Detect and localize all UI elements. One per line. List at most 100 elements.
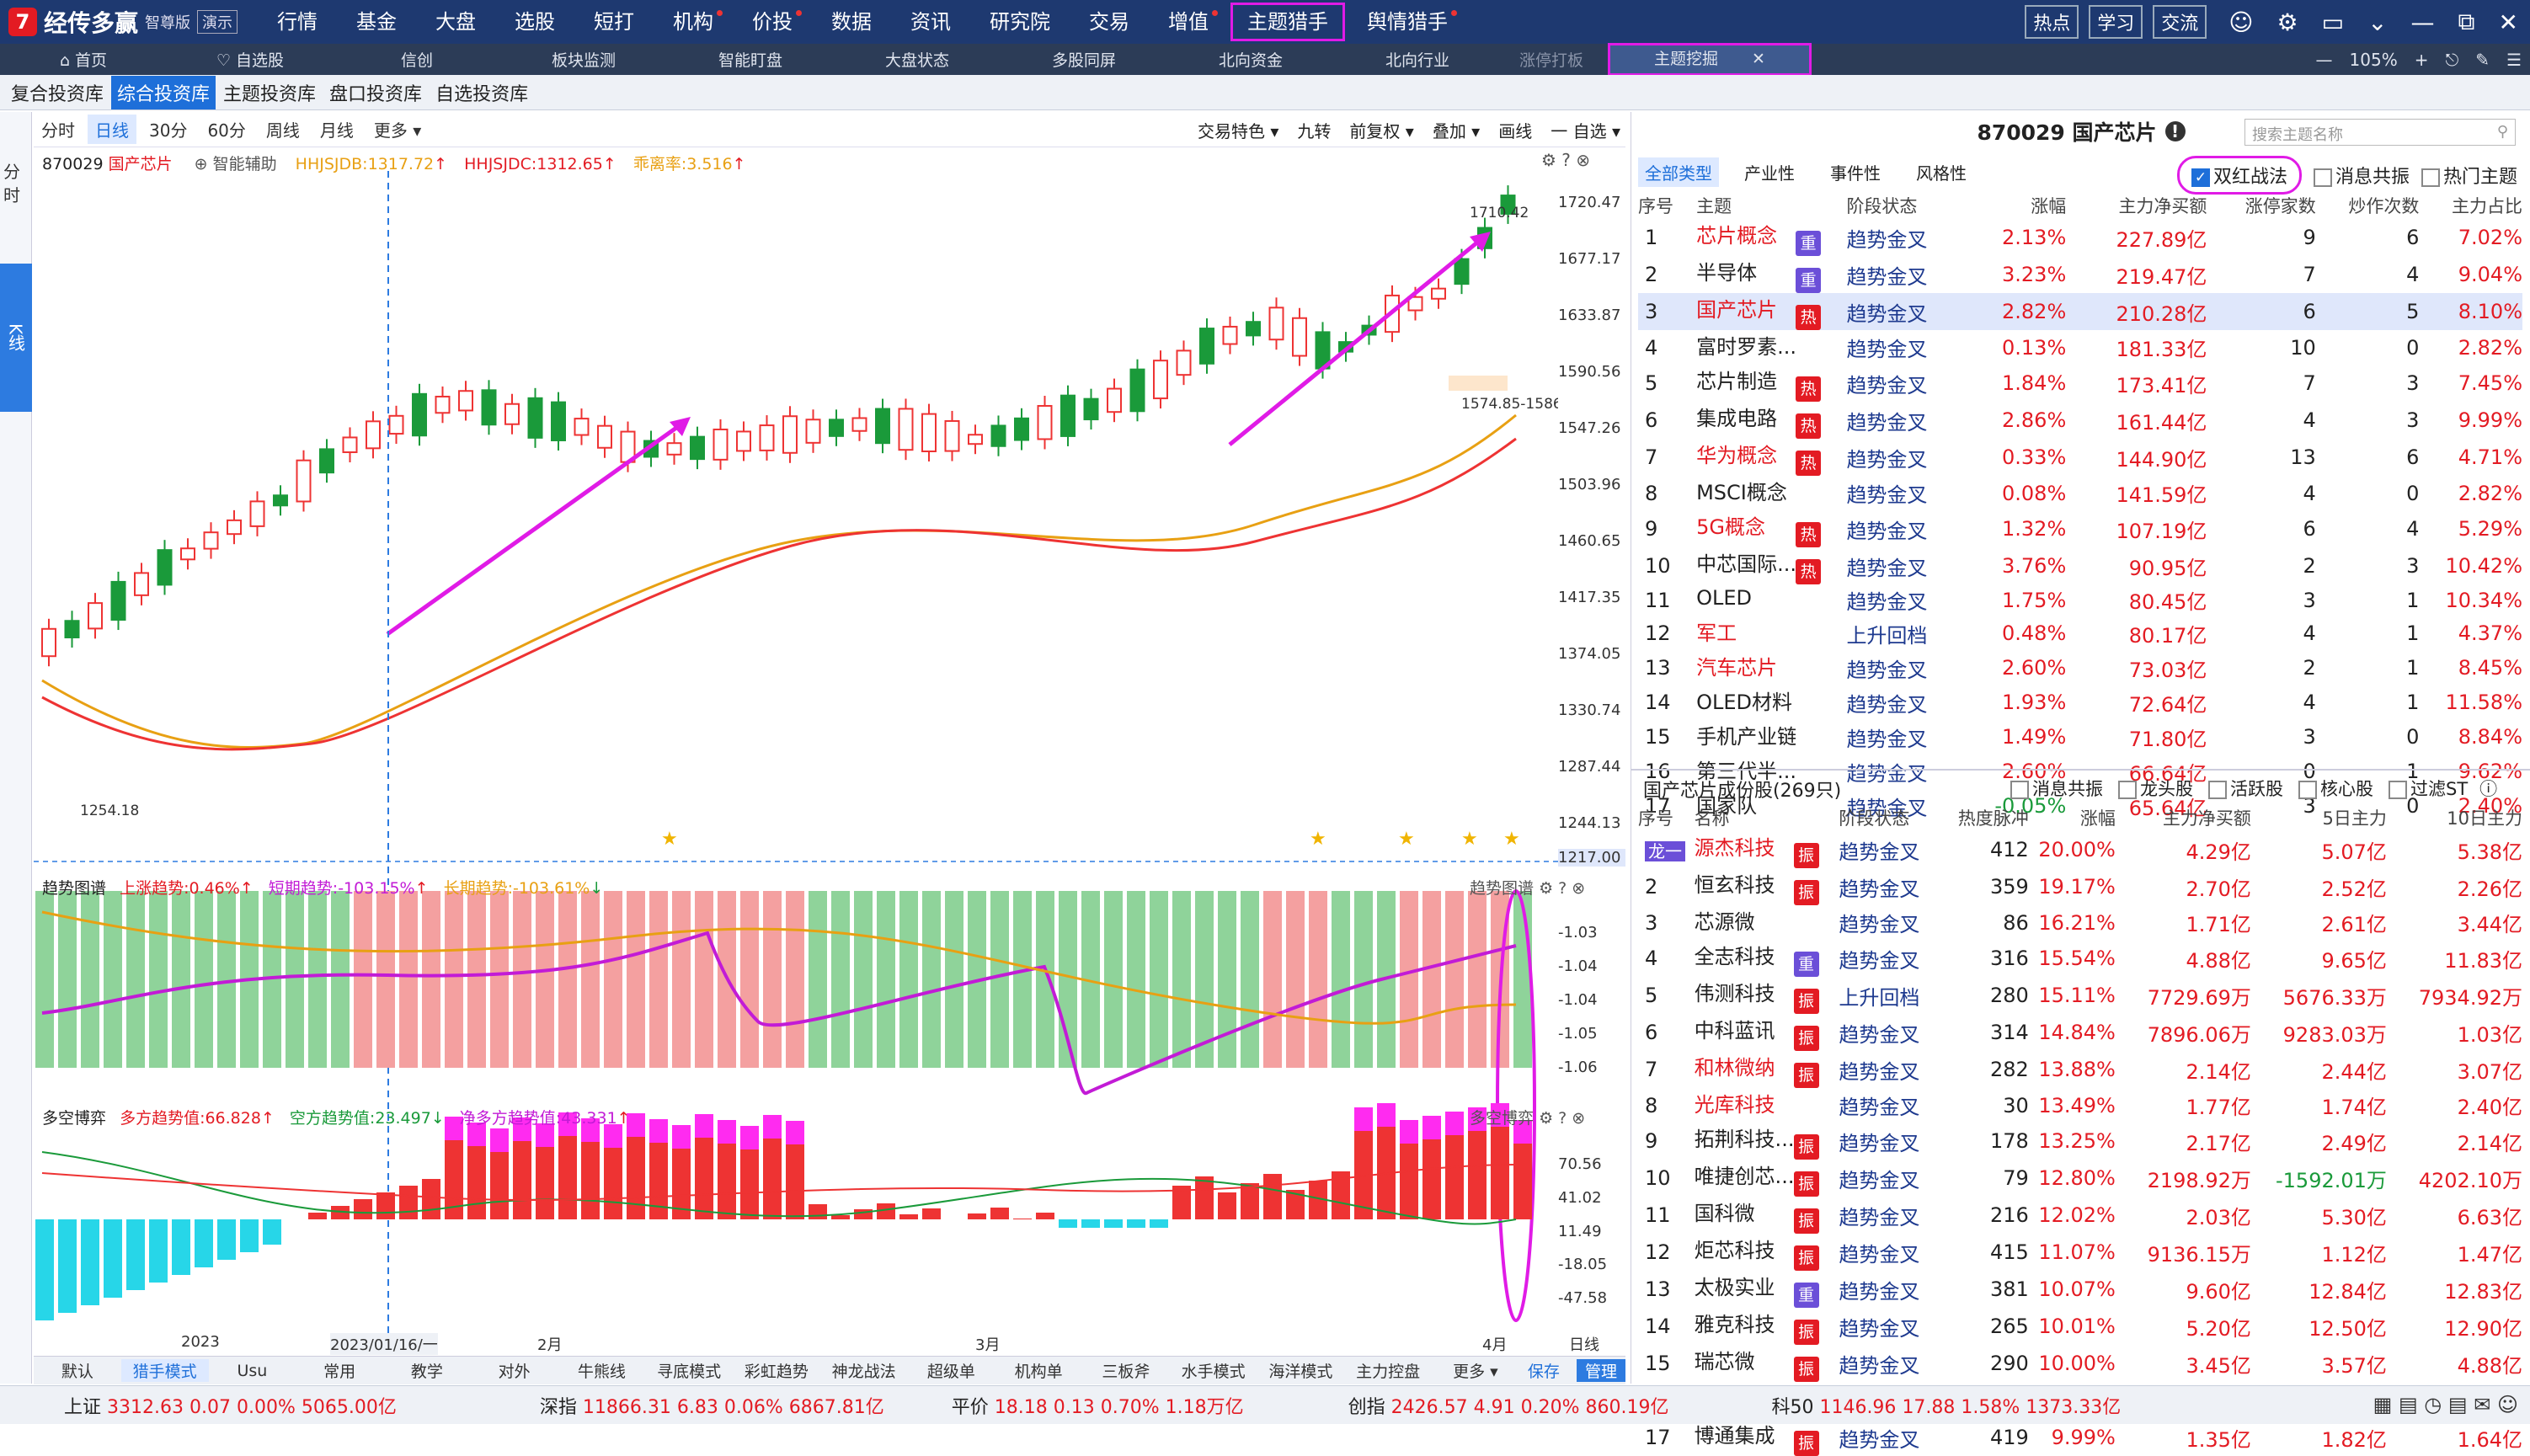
minimize-icon[interactable]: — xyxy=(2410,8,2435,36)
template-main-control[interactable]: 主力控盘 xyxy=(1356,1363,1421,1381)
tab-northbound-fund[interactable]: 北向资金 xyxy=(1218,51,1283,70)
intraday-tab[interactable]: 分时 xyxy=(3,162,20,205)
menu-jijin[interactable]: 基金 xyxy=(356,10,398,34)
tab-sector-monitor[interactable]: 板块监测 xyxy=(551,51,616,70)
theme-row[interactable]: 16 第三代半... 趋势金叉 2.60% 66.64亿 0 1 9.62% xyxy=(1645,759,2522,786)
template-teaching[interactable]: 教学 xyxy=(410,1363,443,1381)
index-shenzhen[interactable]: 深指 11866.31 6.83 0.06% 6867.81亿 xyxy=(539,1396,884,1418)
period-60min[interactable]: 60分 xyxy=(207,120,246,141)
menu-jiaoyi[interactable]: 交易 xyxy=(1089,10,1130,34)
kline-tab[interactable]: K线 xyxy=(0,264,32,412)
menu-zixun[interactable]: 资讯 xyxy=(910,10,952,34)
person-icon[interactable]: ☺ xyxy=(2496,1393,2518,1416)
component-row[interactable]: 4 全志科技重趋势金叉 316 15.54% 4.88亿 9.65亿 11.83亿 xyxy=(1638,940,2522,977)
nine-turn-button[interactable]: 九转 xyxy=(1297,120,1332,141)
mail-icon[interactable]: ✉ xyxy=(2474,1393,2491,1416)
theme-row[interactable]: 14 OLED材料 趋势金叉 1.93% 72.64亿 4 1 11.58% xyxy=(1645,690,2522,717)
index-star50[interactable]: 科50 1146.96 17.88 1.58% 1373.33亿 xyxy=(1771,1396,2122,1418)
settings-icon[interactable]: ⚙ xyxy=(1539,879,1554,898)
tab-northbound-industry[interactable]: 北向行业 xyxy=(1385,51,1449,70)
template-external[interactable]: 对外 xyxy=(498,1363,531,1381)
tab-custom-library[interactable]: 自选投资库 xyxy=(435,83,529,105)
component-row[interactable]: 12 炬芯科技振趋势金叉 415 11.07% 9136.15万 1.12亿 1.47亿 xyxy=(1638,1234,2522,1271)
tab-home[interactable]: ⌂ 首页 xyxy=(59,51,108,70)
period-weekly[interactable]: 周线 xyxy=(265,120,300,141)
template-inst-order[interactable]: 机构单 xyxy=(1014,1363,1063,1381)
theme-row[interactable]: 9 5G概念热趋势金叉 1.32% 107.19亿 6 4 5.29% xyxy=(1638,510,2522,547)
menu-jigou[interactable]: 机构 xyxy=(654,0,733,44)
menu-theme-hunter[interactable]: 主题猎手 xyxy=(1228,0,1348,44)
save-button[interactable]: 保存 xyxy=(1527,1363,1560,1381)
template-usu[interactable]: Usu xyxy=(237,1361,268,1380)
theme-row[interactable]: 13 汽车芯片 趋势金叉 2.60% 73.03亿 2 1 8.45% xyxy=(1645,655,2522,682)
pen-icon[interactable]: ✎ xyxy=(2475,49,2490,70)
theme-row[interactable]: 17 国家队 趋势金叉 -0.05% 65.64亿 3 0 2.40% xyxy=(1645,793,2522,820)
component-row[interactable]: 9 拓荆科技... 振趋势金叉 178 13.25% 2.17亿 2.49亿 2.14亿 xyxy=(1638,1123,2522,1160)
period-30min[interactable]: 30分 xyxy=(149,120,188,141)
tab-orderbook-library[interactable]: 盘口投资库 xyxy=(329,83,423,105)
theme-row[interactable]: 12 军工 上升回档 0.48% 80.17亿 4 1 4.37% xyxy=(1645,621,2522,648)
menu-hangqing[interactable]: 行情 xyxy=(277,10,318,34)
theme-row[interactable]: 7 华为概念热趋势金叉 0.33% 144.90亿 13 6 4.71% xyxy=(1638,439,2522,476)
theme-row[interactable]: 3 国产芯片热趋势金叉 2.82% 210.28亿 6 5 8.10% xyxy=(1638,293,2522,330)
component-row[interactable]: 6 中科蓝讯振趋势金叉 314 14.84% 7896.06万 9283.03万 1.03亿 xyxy=(1638,1014,2522,1051)
period-daily[interactable]: 日线 xyxy=(88,115,136,144)
help-icon[interactable]: ? xyxy=(1561,150,1571,170)
theme-row[interactable]: 4 富时罗素... 趋势金叉 0.13% 181.33亿 10 0 2.82% xyxy=(1645,335,2522,361)
index-chinext[interactable]: 创指 2426.57 4.91 0.20% 860.19亿 xyxy=(1348,1396,1669,1418)
theme-row[interactable]: 6 集成电路热趋势金叉 2.86% 161.44亿 4 3 9.99% xyxy=(1638,402,2522,439)
chart-icon[interactable]: ▤ xyxy=(2398,1393,2418,1416)
tab-multi-stock[interactable]: 多股同屏 xyxy=(1051,51,1116,70)
filter-style[interactable]: 风格性 xyxy=(1916,163,1967,184)
component-row[interactable]: 15 瑞芯微振趋势金叉 290 10.00% 3.45亿 3.57亿 4.88亿 xyxy=(1638,1345,2522,1382)
restore-icon[interactable]: ⧉ xyxy=(2458,8,2475,35)
chevron-down-icon[interactable]: ⌄ xyxy=(2367,8,2388,36)
menu-duanda[interactable]: 短打 xyxy=(594,10,635,34)
settings-icon[interactable]: ⚙ xyxy=(1539,1109,1554,1128)
index-shanghai[interactable]: 上证 3312.63 0.07 0.00% 5065.00亿 xyxy=(64,1396,397,1418)
user-icon[interactable]: ☺ xyxy=(2228,8,2254,36)
filter-exclude-st[interactable]: 过滤ST xyxy=(2389,776,2468,801)
hot-button[interactable]: 热点 xyxy=(2025,5,2079,39)
template-bullbear-line[interactable]: 牛熊线 xyxy=(577,1363,626,1381)
template-rainbow[interactable]: 彩虹趋势 xyxy=(744,1363,809,1381)
component-row[interactable]: 14 雅克科技振趋势金叉 265 10.01% 5.20亿 12.50亿 12.90亿 xyxy=(1638,1308,2522,1345)
component-row[interactable]: 13 太极实业重趋势金叉 381 10.07% 9.60亿 12.84亿 12.83亿 xyxy=(1638,1271,2522,1308)
component-row[interactable]: 3 芯源微 趋势金叉 86 16.21% 1.71亿 2.61亿 3.44亿 xyxy=(1645,910,2522,936)
filter-industry[interactable]: 产业性 xyxy=(1744,163,1795,184)
adjust-dropdown[interactable]: 前复权 ▾ xyxy=(1349,120,1414,141)
period-monthly[interactable]: 月线 xyxy=(319,120,354,141)
demo-badge[interactable]: 演示 xyxy=(197,10,238,34)
double-red-checkbox[interactable]: ✓ 双红战法 xyxy=(2177,156,2303,195)
theme-search-input[interactable]: 搜索主题名称 ⚲ xyxy=(2244,119,2516,146)
period-intraday[interactable]: 分时 xyxy=(41,120,75,141)
menu-jiatou[interactable]: 价投 xyxy=(733,0,812,44)
template-dragon[interactable]: 神龙战法 xyxy=(831,1363,896,1381)
close-tab-icon[interactable]: ✕ xyxy=(1752,50,1765,68)
menu-sentiment-hunter[interactable]: 舆情猎手 xyxy=(1348,0,1467,44)
template-bottom-seek[interactable]: 寻底模式 xyxy=(657,1363,722,1381)
theme-row[interactable]: 2 半导体重趋势金叉 3.23% 219.47亿 7 4 9.04% xyxy=(1638,256,2522,293)
draw-line-button[interactable]: 画线 xyxy=(1498,120,1533,141)
menu-icon[interactable]: ☰ xyxy=(2506,49,2522,70)
settings-icon[interactable]: ⚙ xyxy=(1541,150,1556,170)
template-more[interactable]: 更多 ▾ xyxy=(1453,1363,1498,1381)
clock-icon[interactable]: ◷ xyxy=(2424,1393,2442,1416)
template-sailor[interactable]: 水手模式 xyxy=(1181,1363,1246,1381)
info-icon[interactable]: ! xyxy=(2164,121,2186,141)
tab-theme-library[interactable]: 主题投资库 xyxy=(223,83,317,105)
overlay-dropdown[interactable]: 叠加 ▾ xyxy=(1432,120,1481,141)
component-row[interactable]: 17 博通集成振趋势金叉 419 9.99% 1.35亿 1.82亿 1.64亿 xyxy=(1638,1419,2522,1456)
close-icon[interactable]: ✕ xyxy=(2498,8,2518,36)
help-icon[interactable]: ? xyxy=(1558,879,1567,898)
zoom-in-icon[interactable]: + xyxy=(2414,49,2429,70)
gear-icon[interactable]: ⚙ xyxy=(2276,8,2298,36)
index-average[interactable]: 平价 18.18 0.13 0.70% 1.18万亿 xyxy=(951,1396,1244,1418)
menu-xuangu[interactable]: 选股 xyxy=(515,10,556,34)
learn-button[interactable]: 学习 xyxy=(2089,5,2143,39)
kline-chart[interactable]: 1710.42 1254.18 1574.85-1586.42 ★ ★ ★ ★ ★ xyxy=(34,171,1558,1350)
filter-active[interactable]: 活跃股 xyxy=(2208,776,2283,801)
component-row[interactable]: 2 恒玄科技振趋势金叉 359 19.17% 2.70亿 2.52亿 2.26亿 xyxy=(1638,868,2522,905)
template-ocean[interactable]: 海洋模式 xyxy=(1268,1363,1333,1381)
smart-assist-toggle[interactable]: ⊕ 智能辅助 xyxy=(194,155,277,173)
